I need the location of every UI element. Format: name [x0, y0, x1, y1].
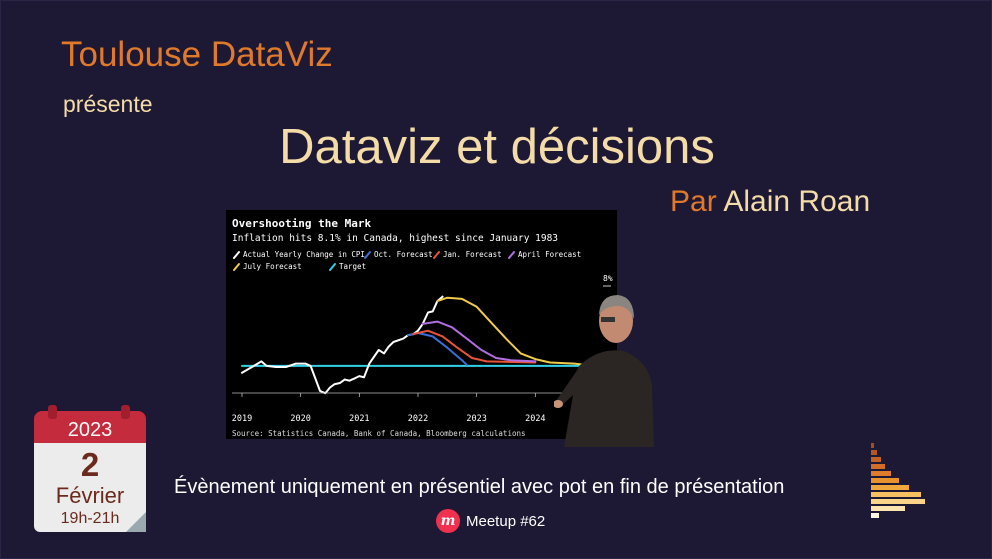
legend-label-oct-forecast: Oct. Forecast [374, 250, 433, 259]
x-axis-ticks: 2019 2020 2021 2022 2023 2024 [232, 393, 546, 424]
series-line-actual-yearly-change-in-cpi [241, 295, 444, 395]
legend-swatch-actual-yearly-change-in-cpi [233, 251, 240, 259]
legend-swatch-april-forecast [508, 251, 515, 259]
inflation-chart: Overshooting the Mark Inflation hits 8.1… [226, 210, 617, 439]
legend-swatch-target [329, 263, 336, 271]
legend-swatch-oct-forecast [364, 251, 371, 259]
calendar-time: 19h-21h [60, 510, 120, 527]
x-tick-label: 2021 [349, 414, 369, 424]
chart-plot [241, 295, 595, 395]
series-line-jan-forecast [412, 329, 537, 364]
calendar-icon: 2023 2 Février 19h-21h [34, 405, 146, 532]
organizer-name: Toulouse DataViz [61, 35, 333, 74]
meetup-badge: m Meetup #62 [436, 508, 545, 534]
x-tick-label: 2024 [525, 414, 545, 424]
calendar-day: 2 [80, 446, 100, 483]
event-note: Évènement uniquement en présentiel avec … [174, 476, 785, 498]
chart-title: Overshooting the Mark [232, 217, 371, 230]
speaker-name: Alain Roan [723, 185, 871, 218]
x-tick-label: 2020 [290, 414, 310, 424]
series-line-july-forecast [436, 296, 595, 367]
calendar-page-fold [126, 512, 146, 532]
legend-label-july-forecast: July Forecast [243, 262, 302, 271]
calendar-ring-left [48, 405, 57, 419]
chart-legend: Actual Yearly Change in CPI Oct. Forecast… [233, 250, 581, 271]
x-tick-label: 2023 [466, 414, 486, 424]
legend-label-april-forecast: April Forecast [518, 250, 581, 259]
speaker-hand [554, 400, 563, 408]
speaker-glasses [601, 317, 615, 322]
talk-title: Dataviz et décisions [279, 120, 715, 174]
y-tick-label: 8% [603, 274, 613, 283]
speaker-hair [599, 295, 634, 319]
calendar-month: Février [55, 483, 125, 508]
legend-label-actual-yearly-change-in-cpi: Actual Yearly Change in CPI [243, 250, 365, 259]
speaker-arm [556, 369, 584, 407]
legend-swatch-july-forecast [233, 263, 240, 271]
legend-label-target: Target [339, 262, 366, 271]
legend-label-jan-forecast: Jan. Forecast [443, 250, 502, 259]
series-line-april-forecast [421, 320, 537, 363]
speaker-photo [554, 295, 654, 447]
legend-swatch-jan-forecast [433, 251, 440, 259]
speaker-body [564, 350, 654, 447]
meetup-label: Meetup #62 [466, 512, 546, 530]
meetup-logo-icon: m [436, 509, 460, 533]
speaker-line: Par Alain Roan [670, 185, 870, 219]
speaker-head [599, 299, 633, 343]
presents-label: présente [63, 91, 153, 117]
x-tick-label: 2019 [232, 414, 252, 424]
chart-canvas: Overshooting the Mark Inflation hits 8.1… [232, 217, 617, 438]
x-tick-label: 2022 [408, 414, 428, 424]
speaker-prefix: Par [670, 185, 717, 218]
chart-source: Source: Statistics Canada, Bank of Canad… [232, 429, 526, 438]
calendar-year: 2023 [67, 419, 113, 441]
chart-subtitle: Inflation hits 8.1% in Canada, highest s… [232, 233, 558, 244]
bar-histogram-icon [871, 443, 925, 518]
calendar-ring-right [121, 405, 130, 419]
